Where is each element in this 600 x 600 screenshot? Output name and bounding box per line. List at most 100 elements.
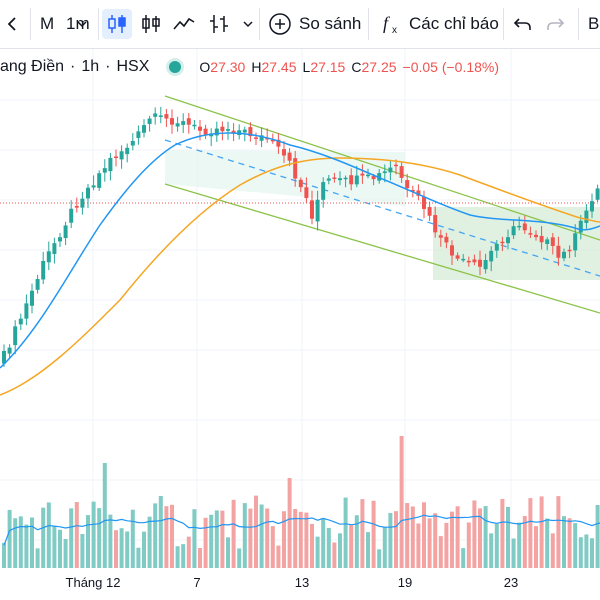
compare-label: So sánh	[299, 14, 362, 33]
volume-bar	[13, 518, 18, 568]
volume-ma-line	[3, 514, 600, 546]
candle-body	[338, 178, 342, 181]
candle-body	[125, 147, 130, 155]
time-axis[interactable]: Tháng 12 7 13 19 23	[0, 568, 600, 600]
volume-bar	[321, 518, 326, 568]
candle-body	[360, 173, 365, 176]
interval-1m-button[interactable]: 1m	[66, 0, 90, 48]
volume-bar	[550, 533, 555, 568]
volume-bar	[410, 506, 415, 568]
candle-body	[310, 200, 314, 219]
candle-body	[158, 115, 163, 117]
volume-bar	[102, 463, 107, 568]
channel-lower-line[interactable]	[164, 183, 600, 314]
line-style-button[interactable]	[172, 0, 196, 48]
candle-style-button[interactable]	[106, 0, 128, 48]
channel-upper-line[interactable]	[164, 95, 600, 241]
candle-body	[382, 171, 387, 174]
candle-body	[422, 196, 426, 209]
volume-bar	[30, 517, 34, 568]
volume-bar	[18, 516, 23, 568]
candle-body	[220, 126, 225, 132]
volume-bar	[158, 496, 163, 568]
candle-body	[276, 139, 281, 147]
volume-bar	[517, 522, 522, 568]
candle-body	[2, 351, 6, 364]
volume-bar	[489, 533, 494, 568]
interval-m-button[interactable]: M	[40, 0, 54, 48]
dot-separator: ·	[70, 58, 76, 75]
close-value: 27.25	[361, 59, 397, 75]
volume-bar	[214, 510, 219, 568]
candle-body	[265, 137, 270, 140]
volume-bar	[522, 515, 527, 568]
volume-bar	[136, 547, 141, 568]
volume-bar	[433, 513, 438, 568]
ohlc-style-button[interactable]	[208, 0, 230, 48]
interval-1m-label: 1m	[66, 14, 90, 33]
bar-style-button[interactable]	[140, 0, 162, 48]
candle-body	[46, 251, 51, 263]
open-value: 27.30	[210, 59, 246, 75]
candle-body	[494, 243, 499, 251]
volume-bar	[248, 508, 253, 568]
volume-bar	[506, 506, 510, 568]
volume-bar	[270, 526, 275, 568]
redo-icon	[547, 18, 565, 30]
candle-body	[466, 260, 471, 263]
candle-body	[287, 152, 292, 161]
volume-bar	[354, 515, 359, 568]
compare-button[interactable]: So sánh	[268, 0, 361, 48]
symbol-search-button[interactable]	[2, 0, 22, 48]
volume-bar	[494, 523, 499, 568]
candle-body	[136, 131, 141, 138]
candle-body	[506, 237, 510, 244]
candle-body	[595, 188, 600, 200]
volume-bar	[69, 508, 74, 568]
volume-bar	[125, 531, 130, 568]
high-value: 27.45	[261, 59, 297, 75]
candle-body	[58, 237, 62, 242]
chart-type-dropdown[interactable]	[242, 0, 254, 48]
volume-bar	[360, 499, 365, 568]
dot-separator: ·	[105, 58, 111, 75]
symbol-name: ang Điền	[0, 58, 65, 75]
indicators-button[interactable]: f x Các chỉ báo	[380, 0, 499, 48]
interval-text: 1h	[81, 58, 100, 75]
interval-dropdown[interactable]	[76, 0, 88, 48]
candle-body	[164, 114, 169, 119]
volume-bar	[422, 502, 426, 568]
volume-bar	[444, 522, 449, 568]
volume-bar	[203, 517, 208, 568]
date-label: 19	[397, 575, 413, 590]
volume-bar	[472, 500, 477, 568]
candle-body	[209, 133, 214, 137]
range-box	[433, 207, 600, 280]
candle-body	[80, 198, 85, 208]
volume-bar	[192, 509, 197, 568]
volume-bar	[74, 502, 79, 568]
ma-slow-line	[0, 157, 600, 396]
candle-body	[405, 180, 410, 189]
volume-bar	[466, 522, 471, 568]
volume-bar	[478, 508, 482, 568]
volume-bar	[573, 523, 578, 568]
redo-button[interactable]	[544, 0, 566, 48]
candle-body	[282, 149, 286, 156]
truncated-toolbar-item[interactable]: B	[588, 0, 599, 48]
channel-mid-line[interactable]	[164, 139, 600, 277]
svg-text:f: f	[383, 13, 391, 33]
candle-body	[483, 260, 488, 270]
undo-button[interactable]	[512, 0, 534, 48]
volume-bar	[595, 505, 600, 568]
chevron-left-icon	[7, 17, 16, 31]
market-status-dot[interactable]	[169, 61, 182, 73]
exchange-text: HSX	[116, 58, 150, 75]
volume-bar	[237, 548, 242, 568]
date-label: Tháng 12	[65, 575, 121, 590]
volume-bar	[332, 542, 337, 568]
candle-body	[461, 258, 466, 261]
high-label: H	[251, 59, 262, 75]
candle-body	[450, 245, 454, 256]
